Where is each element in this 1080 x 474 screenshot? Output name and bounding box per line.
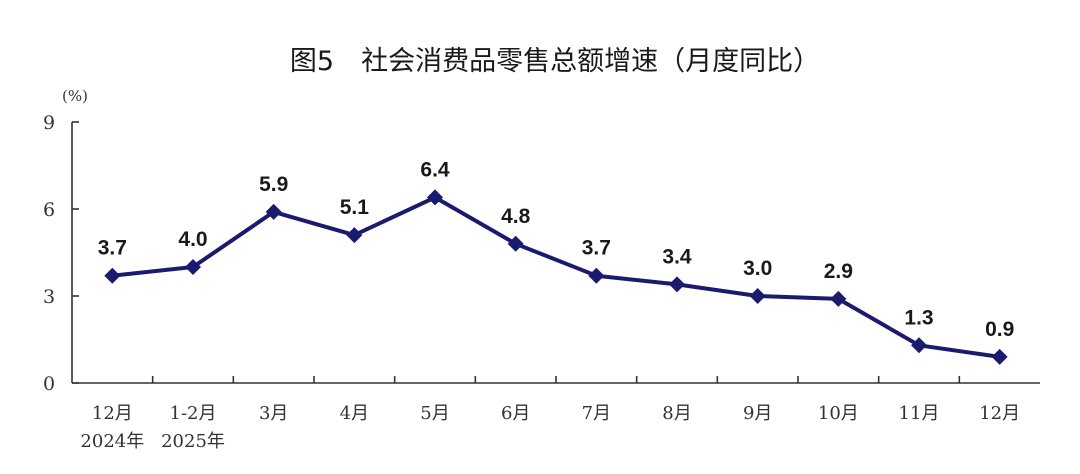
y-tick-label: 9 [43, 112, 55, 134]
data-point-marker [507, 235, 524, 252]
data-value-label: 5.1 [340, 196, 370, 219]
data-value-label: 4.8 [501, 205, 531, 228]
data-point-marker [427, 189, 443, 206]
x-tick-label: 5月 [420, 403, 449, 424]
data-point-marker [669, 276, 685, 293]
chart-title: 图5 社会消费品零售总额增速（月度同比） [290, 46, 820, 77]
x-tick-label: 12月 [979, 403, 1020, 424]
y-tick-label: 6 [43, 199, 55, 221]
data-point-marker [346, 227, 363, 244]
data-point-marker [749, 288, 766, 304]
data-value-label: 3.4 [662, 245, 692, 268]
x-tick-label: 11月 [899, 403, 940, 424]
x-tick-label: 8月 [662, 403, 691, 424]
x-tick-year-label: 2024年 [80, 431, 144, 452]
x-tick-label: 1-2月 [170, 403, 217, 424]
data-point-marker [830, 290, 847, 307]
data-value-label: 4.0 [178, 228, 207, 251]
data-value-label: 3.7 [98, 237, 127, 260]
data-point-marker [185, 259, 201, 275]
x-tick-label: 7月 [582, 403, 611, 424]
data-value-label: 0.9 [985, 318, 1014, 341]
x-tick-label: 4月 [340, 403, 369, 424]
data-value-label: 2.9 [824, 260, 853, 283]
x-tick-label: 6月 [501, 403, 530, 424]
x-tick-label: 9月 [743, 403, 772, 424]
data-point-marker [588, 267, 605, 284]
data-labels: 3.7 4.0 5.9 5.1 6.4 4.8 3.7 3.4 3.0 2.9 1.3 0.9 [98, 158, 1015, 341]
data-value-label: 1.3 [904, 306, 933, 329]
x-tick-year-label: 2025年 [161, 431, 225, 452]
data-value-label: 6.4 [420, 158, 450, 181]
data-point-marker [991, 348, 1008, 365]
x-tick-label: 12月 [92, 403, 133, 424]
y-tick-label: 3 [43, 286, 55, 308]
x-tick-label: 3月 [259, 403, 288, 424]
y-axis-unit-label: (%) [62, 87, 88, 105]
data-point-marker [265, 203, 282, 220]
data-value-label: 3.0 [743, 257, 772, 280]
data-point-marker [911, 337, 927, 354]
series-line [112, 195, 1000, 359]
x-axis-ticks: 12月 2024年 1-2月 2025年 3月 4月 5月 6月 7月 8月 9月 10月 11月 12月 [80, 376, 1020, 452]
y-tick-label: 0 [43, 373, 55, 395]
data-value-label: 3.7 [582, 237, 611, 260]
y-axis-ticks: 0 3 6 9 [43, 112, 79, 395]
data-series [104, 189, 1008, 365]
x-tick-label: 10月 [818, 403, 859, 424]
data-point-marker [104, 267, 121, 284]
data-value-label: 5.9 [259, 173, 288, 196]
